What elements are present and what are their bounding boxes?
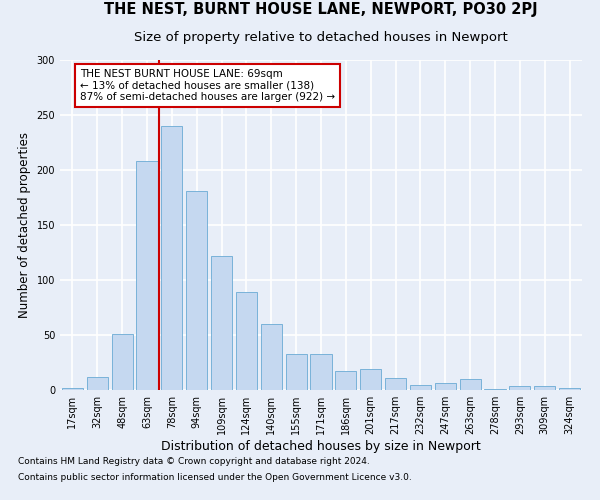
Text: Contains HM Land Registry data © Crown copyright and database right 2024.: Contains HM Land Registry data © Crown c… <box>18 458 370 466</box>
Bar <box>435 384 456 390</box>
Bar <box>385 378 406 390</box>
X-axis label: Distribution of detached houses by size in Newport: Distribution of detached houses by size … <box>161 440 481 453</box>
Bar <box>360 369 381 390</box>
Bar <box>509 386 530 390</box>
Text: Size of property relative to detached houses in Newport: Size of property relative to detached ho… <box>134 30 508 44</box>
Bar <box>261 324 282 390</box>
Bar <box>484 389 506 390</box>
Bar <box>310 354 332 390</box>
Bar <box>136 161 158 390</box>
Bar <box>62 388 83 390</box>
Bar <box>410 384 431 390</box>
Bar <box>112 334 133 390</box>
Bar <box>161 126 182 390</box>
Bar <box>211 256 232 390</box>
Text: THE NEST BURNT HOUSE LANE: 69sqm
← 13% of detached houses are smaller (138)
87% : THE NEST BURNT HOUSE LANE: 69sqm ← 13% o… <box>80 69 335 102</box>
Bar <box>559 388 580 390</box>
Bar <box>534 386 555 390</box>
Bar <box>335 372 356 390</box>
Y-axis label: Number of detached properties: Number of detached properties <box>18 132 31 318</box>
Bar <box>87 377 108 390</box>
Text: Contains public sector information licensed under the Open Government Licence v3: Contains public sector information licen… <box>18 472 412 482</box>
Bar <box>236 292 257 390</box>
Bar <box>460 379 481 390</box>
Text: THE NEST, BURNT HOUSE LANE, NEWPORT, PO30 2PJ: THE NEST, BURNT HOUSE LANE, NEWPORT, PO3… <box>104 2 538 17</box>
Bar <box>186 191 207 390</box>
Bar <box>286 354 307 390</box>
